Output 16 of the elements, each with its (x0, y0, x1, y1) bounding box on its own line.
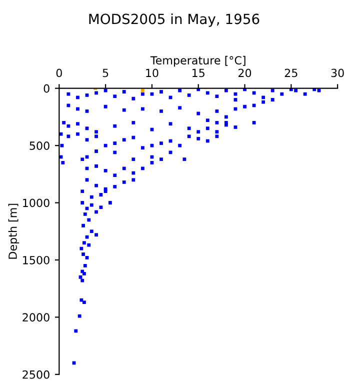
x-tick-label: 20 (238, 68, 252, 78)
x-axis-title: Temperature [°C] (150, 56, 246, 67)
y-tick-label: 2500 (22, 370, 50, 379)
chart-title: MODS2005 in May, 1956 (89, 13, 260, 27)
y-tick-label: 2000 (22, 313, 50, 322)
x-tick-label: 10 (146, 68, 158, 78)
y-tick-label: 1500 (23, 256, 50, 264)
y-tick-label: 1000 (23, 198, 50, 208)
x-tick-label: 25 (284, 68, 298, 78)
x-tick-label: 15 (192, 68, 204, 78)
y-tick-label: 500 (30, 142, 50, 150)
x-tick-label: 0 (56, 68, 62, 78)
y-axis-title: Depth [m] (8, 204, 20, 259)
x-tick-label: 5 (102, 68, 108, 78)
y-tick-label: 0 (44, 84, 50, 93)
x-tick-label: 30 (331, 68, 344, 78)
